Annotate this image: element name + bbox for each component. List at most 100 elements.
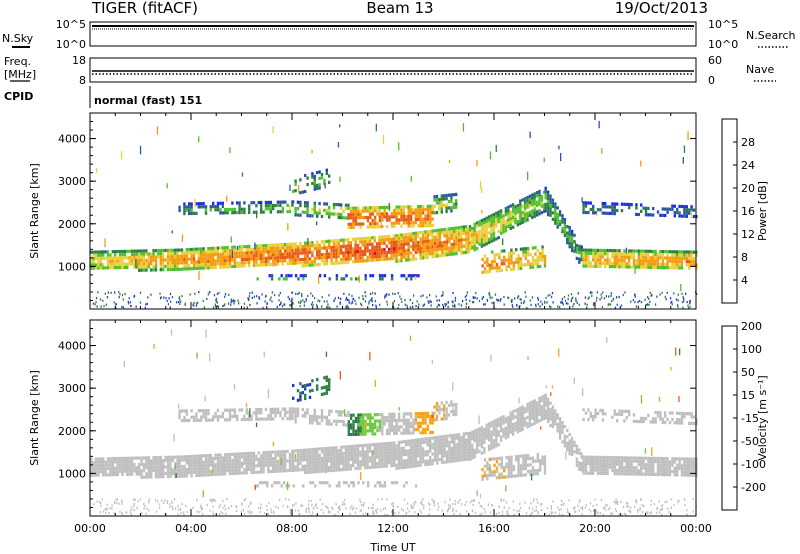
power-noise-cell [243,302,246,305]
velocity-cell [195,412,198,416]
velocity-cell [279,459,282,463]
velocity-cell [673,466,676,470]
power-cell [421,246,425,250]
power-cell [154,255,158,259]
velocity-cell [214,463,217,467]
velocity-cell [490,430,493,434]
power-cell [620,265,624,269]
power-cell [228,207,232,212]
velocity-cell [611,465,614,469]
power-cell [450,209,453,213]
velocity-cell [570,443,574,447]
power-cell [344,206,348,210]
power-noise-cell [328,294,330,297]
velocity-cell [502,427,505,432]
power-cell [390,244,393,248]
power-cell [568,245,571,249]
power-cell [497,236,500,240]
velocity-cell [495,444,498,448]
velocity-cell [680,457,684,461]
velocity-cell [507,431,510,435]
power-cell [473,229,476,233]
power-cell [673,211,676,215]
velocity-cell [207,412,210,416]
power-cell [471,230,474,234]
power-cell [529,253,532,257]
velocity-cell [563,437,567,441]
power-cell [238,204,241,208]
power-cell [623,262,626,266]
velocity-cell [601,455,604,460]
velocity-cell [245,461,248,465]
power-cell [554,205,557,209]
power-noise-cell [195,304,198,307]
power-cell [599,255,602,259]
power-cell [147,252,150,256]
velocity-cell [264,417,268,421]
power-cell [221,262,224,266]
power-noise-cell [345,306,348,309]
velocity-cell [426,440,429,444]
power-cell [294,213,297,217]
power-noise-cell [444,302,446,306]
power-cell [625,202,628,206]
power-cell [183,257,186,261]
power-cell [455,252,458,256]
velocity-cell [471,443,474,447]
power-noise-cell [599,298,601,301]
power-cell [202,247,205,251]
power-cell [519,212,522,216]
power-cell [347,260,350,264]
velocity-cell [535,417,539,421]
velocity-cell [656,460,660,464]
power-cell [190,257,193,261]
velocity-cell [90,473,93,477]
velocity-cell [313,460,316,464]
power-cell [584,264,588,268]
velocity-cell [421,460,425,464]
power-cell [632,265,636,269]
velocity-cell [118,463,122,467]
power-cell [448,230,451,234]
power-cell [400,252,403,256]
velocity-cell [157,465,160,469]
power-cell [402,242,405,246]
power-noise-cell [430,300,432,304]
power-cell [664,266,667,270]
velocity-cell [209,453,212,458]
power-cell [361,216,365,220]
velocity-cell [255,414,258,418]
velocity-cell [207,408,210,413]
velocity-cell [546,407,550,411]
velocity-cell [359,453,362,457]
velocity-cell [231,414,234,419]
power-cell [118,262,122,266]
velocity-cell [325,462,328,466]
power-cell [393,212,396,216]
power-cell [269,250,272,254]
power-noise-cell [224,293,227,296]
velocity-cell [368,465,372,469]
power-cell [676,250,679,254]
velocity-cell [504,417,508,421]
power-cell [400,274,403,278]
power-cell [613,261,616,266]
velocity-cell [347,420,350,424]
power-noise-cell [605,295,607,298]
velocity-cell [262,470,265,474]
power-cell [487,215,491,219]
velocity-cell [274,466,277,470]
velocity-cell [580,468,583,472]
power-cell [279,259,282,263]
power-cell [178,258,181,262]
power-cell [510,251,513,255]
power-noise-cell [105,303,107,306]
velocity-cell [214,415,217,419]
velocity-cell [544,416,547,420]
power-cell [150,268,153,272]
power-cell [393,215,396,219]
velocity-cell [190,474,193,478]
power-cell [514,205,517,209]
power-noise-cell [689,302,691,305]
power-noise-cell [369,292,372,295]
